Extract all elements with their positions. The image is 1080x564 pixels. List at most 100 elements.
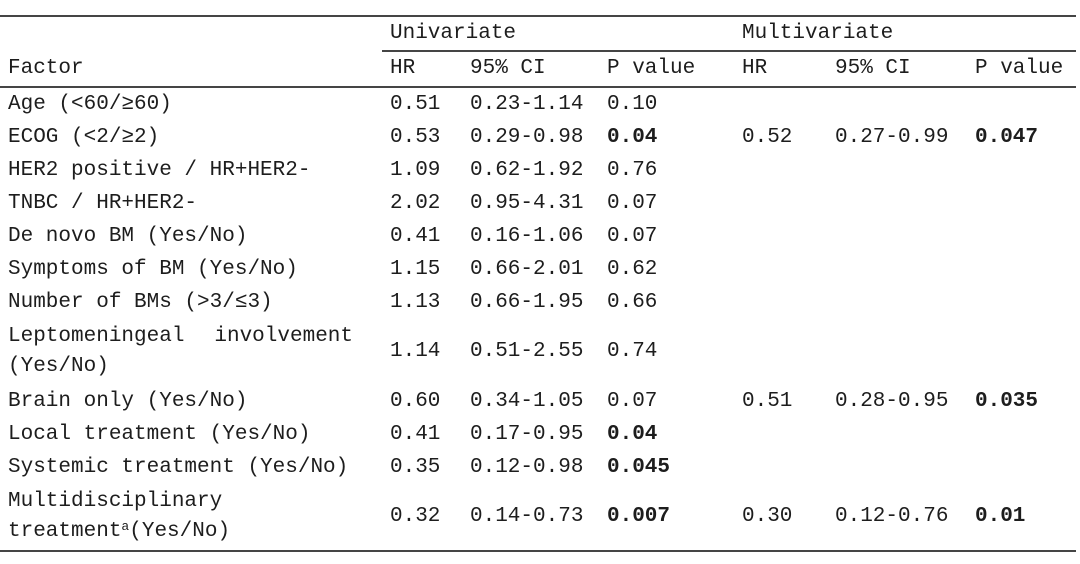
- column-header-uni-pvalue: P value: [607, 57, 696, 80]
- multivariate-hr-cell: 0.51: [742, 390, 793, 413]
- factor-line-2: treatmenta(Yes/No): [8, 517, 382, 547]
- univariate-ci-cell: 0.29-0.98: [470, 126, 584, 149]
- factor-cell: Systemic treatment (Yes/No): [8, 456, 349, 479]
- column-header-row: Factor HR 95% CI P value HR 95% CI P val…: [0, 52, 1076, 88]
- column-header-uni-ci: 95% CI: [470, 57, 546, 80]
- multivariate-hr-cell: [734, 154, 827, 187]
- factor-cell: De novo BM (Yes/No): [8, 225, 248, 248]
- table-row-her2-positive: HER2 positive / HR+HER2- 1.09 0.62-1.92 …: [0, 154, 1076, 187]
- multivariate-hr-cell: 0.30: [742, 505, 793, 528]
- multivariate-hr-cell: [734, 418, 827, 451]
- cox-regression-table: Univariate Multivariate Factor HR 95% CI…: [0, 15, 1076, 552]
- univariate-ci-cell: 0.62-1.92: [470, 159, 584, 182]
- factor-line-1: Leptomeningeal involvement: [8, 322, 353, 352]
- column-header-factor: Factor: [8, 57, 84, 80]
- univariate-hr-cell: 0.60: [390, 390, 441, 413]
- univariate-pvalue-cell: 0.74: [607, 340, 658, 363]
- table-row-local-treatment: Local treatment (Yes/No) 0.41 0.17-0.95 …: [0, 418, 1076, 451]
- table-row-multidisciplinary-treatment: Multidisciplinary treatmenta(Yes/No) 0.3…: [0, 484, 1076, 550]
- factor-cell: Brain only (Yes/No): [8, 390, 248, 413]
- column-header-multi-pvalue: P value: [975, 57, 1064, 80]
- table-row-brain-only: Brain only (Yes/No) 0.60 0.34-1.05 0.07 …: [0, 385, 1076, 418]
- factor-word-right: involvement: [214, 325, 353, 348]
- univariate-hr-cell: 1.14: [390, 340, 441, 363]
- univariate-pvalue-cell: 0.76: [607, 159, 658, 182]
- multivariate-ci-cell: 0.28-0.95: [835, 390, 949, 413]
- factor-cell: Local treatment (Yes/No): [8, 423, 311, 446]
- factor-cell: Age (<60/≥60): [8, 93, 172, 116]
- multivariate-ci-cell: [827, 418, 967, 451]
- multivariate-pvalue-cell: [967, 451, 1076, 484]
- univariate-ci-cell: 0.14-0.73: [470, 505, 584, 528]
- univariate-ci-cell: 0.12-0.98: [470, 456, 584, 479]
- multivariate-ci-cell: [827, 220, 967, 253]
- univariate-hr-cell: 0.53: [390, 126, 441, 149]
- multivariate-hr-cell: [734, 286, 827, 319]
- table-row-de-novo-bm: De novo BM (Yes/No) 0.41 0.16-1.06 0.07: [0, 220, 1076, 253]
- univariate-hr-cell: 1.13: [390, 291, 441, 314]
- factor-word: treatment: [8, 520, 122, 543]
- table-row-leptomeningeal-involvement: Leptomeningeal involvement (Yes/No) 1.14…: [0, 319, 1076, 385]
- univariate-ci-cell: 0.16-1.06: [470, 225, 584, 248]
- univariate-hr-cell: 0.35: [390, 456, 441, 479]
- factor-cell: Leptomeningeal involvement (Yes/No): [0, 319, 382, 385]
- factor-line-2: (Yes/No): [8, 355, 109, 378]
- multivariate-hr-cell: [734, 220, 827, 253]
- univariate-hr-cell: 0.41: [390, 225, 441, 248]
- univariate-pvalue-cell: 0.04: [607, 423, 658, 446]
- factor-word-rest: (Yes/No): [129, 520, 231, 543]
- factor-cell: ECOG (<2/≥2): [8, 126, 160, 149]
- univariate-pvalue-cell: 0.045: [607, 456, 671, 479]
- univariate-hr-cell: 0.41: [390, 423, 441, 446]
- univariate-pvalue-cell: 0.62: [607, 258, 658, 281]
- univariate-hr-cell: 0.32: [390, 505, 441, 528]
- univariate-ci-cell: 0.66-1.95: [470, 291, 584, 314]
- factor-word-left: Leptomeningeal: [8, 325, 185, 348]
- multivariate-hr-cell: [734, 451, 827, 484]
- footnote-marker-a: a: [121, 519, 130, 534]
- multivariate-hr-cell: [734, 319, 827, 385]
- group-header-row: Univariate Multivariate: [0, 17, 1076, 52]
- multivariate-ci-cell: [827, 88, 967, 121]
- multivariate-hr-cell: 0.52: [742, 126, 793, 149]
- multivariate-pvalue-cell: 0.01: [975, 505, 1026, 528]
- univariate-pvalue-cell: 0.07: [607, 192, 658, 215]
- univariate-ci-cell: 0.66-2.01: [470, 258, 584, 281]
- multivariate-pvalue-cell: [967, 253, 1076, 286]
- multivariate-ci-cell: [827, 154, 967, 187]
- group-header-spacer: [0, 17, 382, 52]
- univariate-ci-cell: 0.23-1.14: [470, 93, 584, 116]
- univariate-pvalue-cell: 0.10: [607, 93, 658, 116]
- factor-cell: TNBC / HR+HER2-: [8, 192, 198, 215]
- univariate-ci-cell: 0.51-2.55: [470, 340, 584, 363]
- univariate-hr-cell: 0.51: [390, 93, 441, 116]
- univariate-pvalue-cell: 0.007: [607, 505, 671, 528]
- factor-line-1: Multidisciplinary: [8, 490, 223, 513]
- univariate-hr-cell: 1.09: [390, 159, 441, 182]
- univariate-pvalue-cell: 0.07: [607, 390, 658, 413]
- multivariate-pvalue-cell: [967, 319, 1076, 385]
- multivariate-pvalue-cell: [967, 220, 1076, 253]
- table-row-tnbc: TNBC / HR+HER2- 2.02 0.95-4.31 0.07: [0, 187, 1076, 220]
- table-row-age: Age (<60/≥60) 0.51 0.23-1.14 0.10: [0, 88, 1076, 121]
- factor-cell: HER2 positive / HR+HER2-: [8, 159, 311, 182]
- table-row-number-of-bms: Number of BMs (>3/≤3) 1.13 0.66-1.95 0.6…: [0, 286, 1076, 319]
- univariate-hr-cell: 2.02: [390, 192, 441, 215]
- multivariate-group-label: Multivariate: [742, 22, 894, 45]
- univariate-ci-cell: 0.17-0.95: [470, 423, 584, 446]
- group-header-underline: Univariate Multivariate: [382, 17, 1076, 52]
- univariate-group-label: Univariate: [390, 22, 517, 45]
- table-row-systemic-treatment: Systemic treatment (Yes/No) 0.35 0.12-0.…: [0, 451, 1076, 484]
- univariate-ci-cell: 0.95-4.31: [470, 192, 584, 215]
- factor-cell: Number of BMs (>3/≤3): [8, 291, 273, 314]
- multivariate-ci-cell: 0.12-0.76: [835, 505, 949, 528]
- multivariate-pvalue-cell: [967, 154, 1076, 187]
- univariate-pvalue-cell: 0.04: [607, 126, 658, 149]
- column-header-uni-hr: HR: [390, 57, 416, 80]
- page: Univariate Multivariate Factor HR 95% CI…: [0, 15, 1076, 552]
- factor-cell: Multidisciplinary treatmenta(Yes/No): [0, 484, 382, 550]
- multivariate-hr-cell: [734, 187, 827, 220]
- univariate-ci-cell: 0.34-1.05: [470, 390, 584, 413]
- multivariate-pvalue-cell: 0.047: [975, 126, 1039, 149]
- multivariate-hr-cell: [734, 253, 827, 286]
